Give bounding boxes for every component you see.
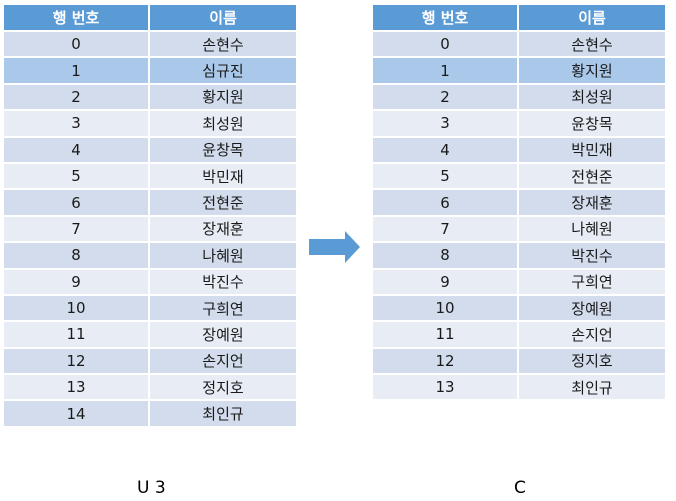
table-row: 10 구희연 [4, 295, 298, 323]
name-cell: 정지호 [519, 348, 667, 376]
row-number-cell: 8 [4, 243, 150, 270]
name-cell: 윤창목 [519, 111, 667, 138]
row-number-cell: 3 [4, 111, 150, 138]
table-row: 10 장예원 [373, 295, 667, 323]
row-number-cell: 12 [4, 348, 150, 376]
row-number-cell: 3 [373, 111, 519, 138]
table-row: 0 손현수 [4, 32, 298, 59]
table-row: 13 정지호 [4, 375, 298, 402]
row-number-cell: 2 [4, 84, 150, 112]
row-number-cell: 12 [373, 348, 519, 376]
table-row: 5 박민재 [4, 163, 298, 191]
name-cell: 장예원 [150, 322, 298, 349]
name-cell: 최성원 [150, 111, 298, 138]
table-row: 9 박진수 [4, 269, 298, 296]
table-row: 4 윤창목 [4, 137, 298, 164]
name-cell: 전현준 [519, 163, 667, 191]
row-number-cell: 4 [373, 137, 519, 164]
row-number-cell: 5 [373, 163, 519, 191]
row-number-cell: 5 [4, 163, 150, 191]
table-row: 1 황지원 [373, 58, 667, 85]
row-number-cell: 0 [4, 32, 150, 59]
header-row-number: 행 번호 [4, 5, 150, 32]
name-cell: 전현준 [150, 190, 298, 217]
name-cell: 장예원 [519, 295, 667, 323]
table-row: 6 전현준 [4, 190, 298, 217]
table-row: 7 장재훈 [4, 216, 298, 244]
row-number-cell: 6 [4, 190, 150, 217]
row-number-cell: 13 [4, 375, 150, 402]
table-row: 6 장재훈 [373, 190, 667, 217]
name-cell: 박진수 [519, 243, 667, 270]
right-table: 행 번호 이름 0 손현수 1 황지원 2 최성원 3 윤창목 4 박민재 5 전현준 6 장재훈 7 나혜원… [373, 5, 667, 402]
name-cell: 손현수 [150, 32, 298, 59]
name-cell: 황지원 [519, 58, 667, 85]
row-number-cell: 11 [373, 322, 519, 349]
table-row: 2 최성원 [373, 84, 667, 112]
table-row: 8 나혜원 [4, 243, 298, 270]
row-number-cell: 8 [373, 243, 519, 270]
name-cell: 손지언 [150, 348, 298, 376]
row-number-cell: 1 [4, 58, 150, 85]
table-row: 3 최성원 [4, 111, 298, 138]
row-number-cell: 9 [373, 269, 519, 296]
name-cell: 나혜원 [519, 216, 667, 244]
name-cell: 나혜원 [150, 243, 298, 270]
table-row: 2 황지원 [4, 84, 298, 112]
table-row: 11 장예원 [4, 322, 298, 349]
right-caption: C [514, 478, 526, 498]
left-table: 행 번호 이름 0 손현수 1 심규진 2 황지원 3 최성원 4 윤창목 5 박민재 6 전현준 7 장재훈… [4, 5, 298, 428]
row-number-cell: 7 [4, 216, 150, 244]
name-cell: 박민재 [519, 137, 667, 164]
name-cell: 황지원 [150, 84, 298, 112]
table-row: 14 최인규 [4, 401, 298, 428]
row-number-cell: 4 [4, 137, 150, 164]
name-cell: 구희연 [150, 295, 298, 323]
name-cell: 최인규 [150, 401, 298, 428]
table-row: 7 나혜원 [373, 216, 667, 244]
table-row: 5 전현준 [373, 163, 667, 191]
row-number-cell: 7 [373, 216, 519, 244]
name-cell: 구희연 [519, 269, 667, 296]
table-row: 4 박민재 [373, 137, 667, 164]
right-header-row: 행 번호 이름 [373, 5, 667, 32]
row-number-cell: 6 [373, 190, 519, 217]
left-header-row: 행 번호 이름 [4, 5, 298, 32]
name-cell: 정지호 [150, 375, 298, 402]
name-cell: 최성원 [519, 84, 667, 112]
header-name: 이름 [150, 5, 298, 32]
row-number-cell: 9 [4, 269, 150, 296]
name-cell: 최인규 [519, 375, 667, 402]
name-cell: 박진수 [150, 269, 298, 296]
table-row: 8 박진수 [373, 243, 667, 270]
table-row: 11 손지언 [373, 322, 667, 349]
header-name: 이름 [519, 5, 667, 32]
name-cell: 손현수 [519, 32, 667, 59]
row-number-cell: 10 [373, 295, 519, 323]
right-arrow-icon [309, 231, 360, 263]
table-row: 1 심규진 [4, 58, 298, 85]
table-row: 13 최인규 [373, 375, 667, 402]
name-cell: 손지언 [519, 322, 667, 349]
row-number-cell: 0 [373, 32, 519, 59]
name-cell: 장재훈 [150, 216, 298, 244]
table-row: 3 윤창목 [373, 111, 667, 138]
row-number-cell: 2 [373, 84, 519, 112]
row-number-cell: 13 [373, 375, 519, 402]
row-number-cell: 11 [4, 322, 150, 349]
table-row: 0 손현수 [373, 32, 667, 59]
name-cell: 윤창목 [150, 137, 298, 164]
left-caption: U 3 [137, 478, 166, 498]
table-row: 12 손지언 [4, 348, 298, 376]
name-cell: 장재훈 [519, 190, 667, 217]
row-number-cell: 10 [4, 295, 150, 323]
table-row: 9 구희연 [373, 269, 667, 296]
row-number-cell: 1 [373, 58, 519, 85]
name-cell: 심규진 [150, 58, 298, 85]
table-row: 12 정지호 [373, 348, 667, 376]
header-row-number: 행 번호 [373, 5, 519, 32]
row-number-cell: 14 [4, 401, 150, 428]
name-cell: 박민재 [150, 163, 298, 191]
